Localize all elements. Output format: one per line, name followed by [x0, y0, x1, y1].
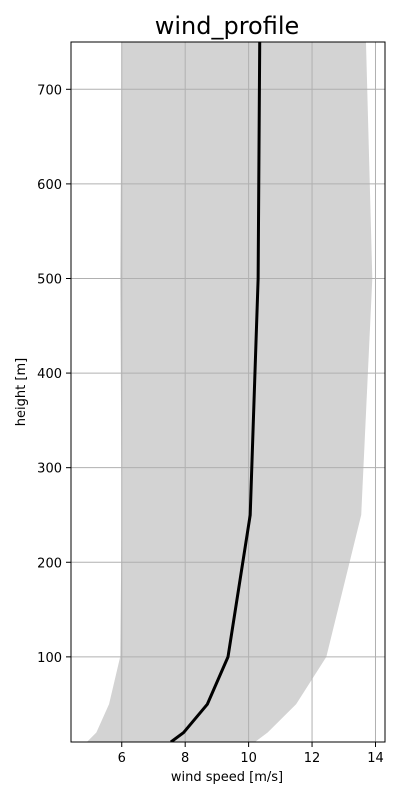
chart-title: wind_profile: [155, 12, 300, 40]
y-tick-label-100: 100: [37, 651, 62, 666]
y-axis-label: height [m]: [14, 358, 29, 426]
plot-area: 6 8 10 12 14 100 200 300 400 500 600 700: [37, 41, 386, 766]
y-tick-label-200: 200: [37, 556, 62, 571]
x-tick-label-12: 12: [304, 751, 321, 766]
x-tick-label-6: 6: [118, 751, 126, 766]
y-tick-label-700: 700: [37, 83, 62, 98]
y-tick-label-500: 500: [37, 272, 62, 287]
x-axis-label: wind speed [m/s]: [171, 770, 283, 785]
axes-frame: [70, 41, 386, 743]
x-tick-label-14: 14: [367, 751, 384, 766]
y-tick-label-400: 400: [37, 367, 62, 382]
y-tick-label-600: 600: [37, 178, 62, 193]
x-tick-label-8: 8: [181, 751, 189, 766]
uncertainty-band: [86, 42, 373, 742]
y-tick-label-300: 300: [37, 462, 62, 477]
x-tick-label-10: 10: [240, 751, 257, 766]
wind-speed-line-0: [170, 42, 262, 742]
